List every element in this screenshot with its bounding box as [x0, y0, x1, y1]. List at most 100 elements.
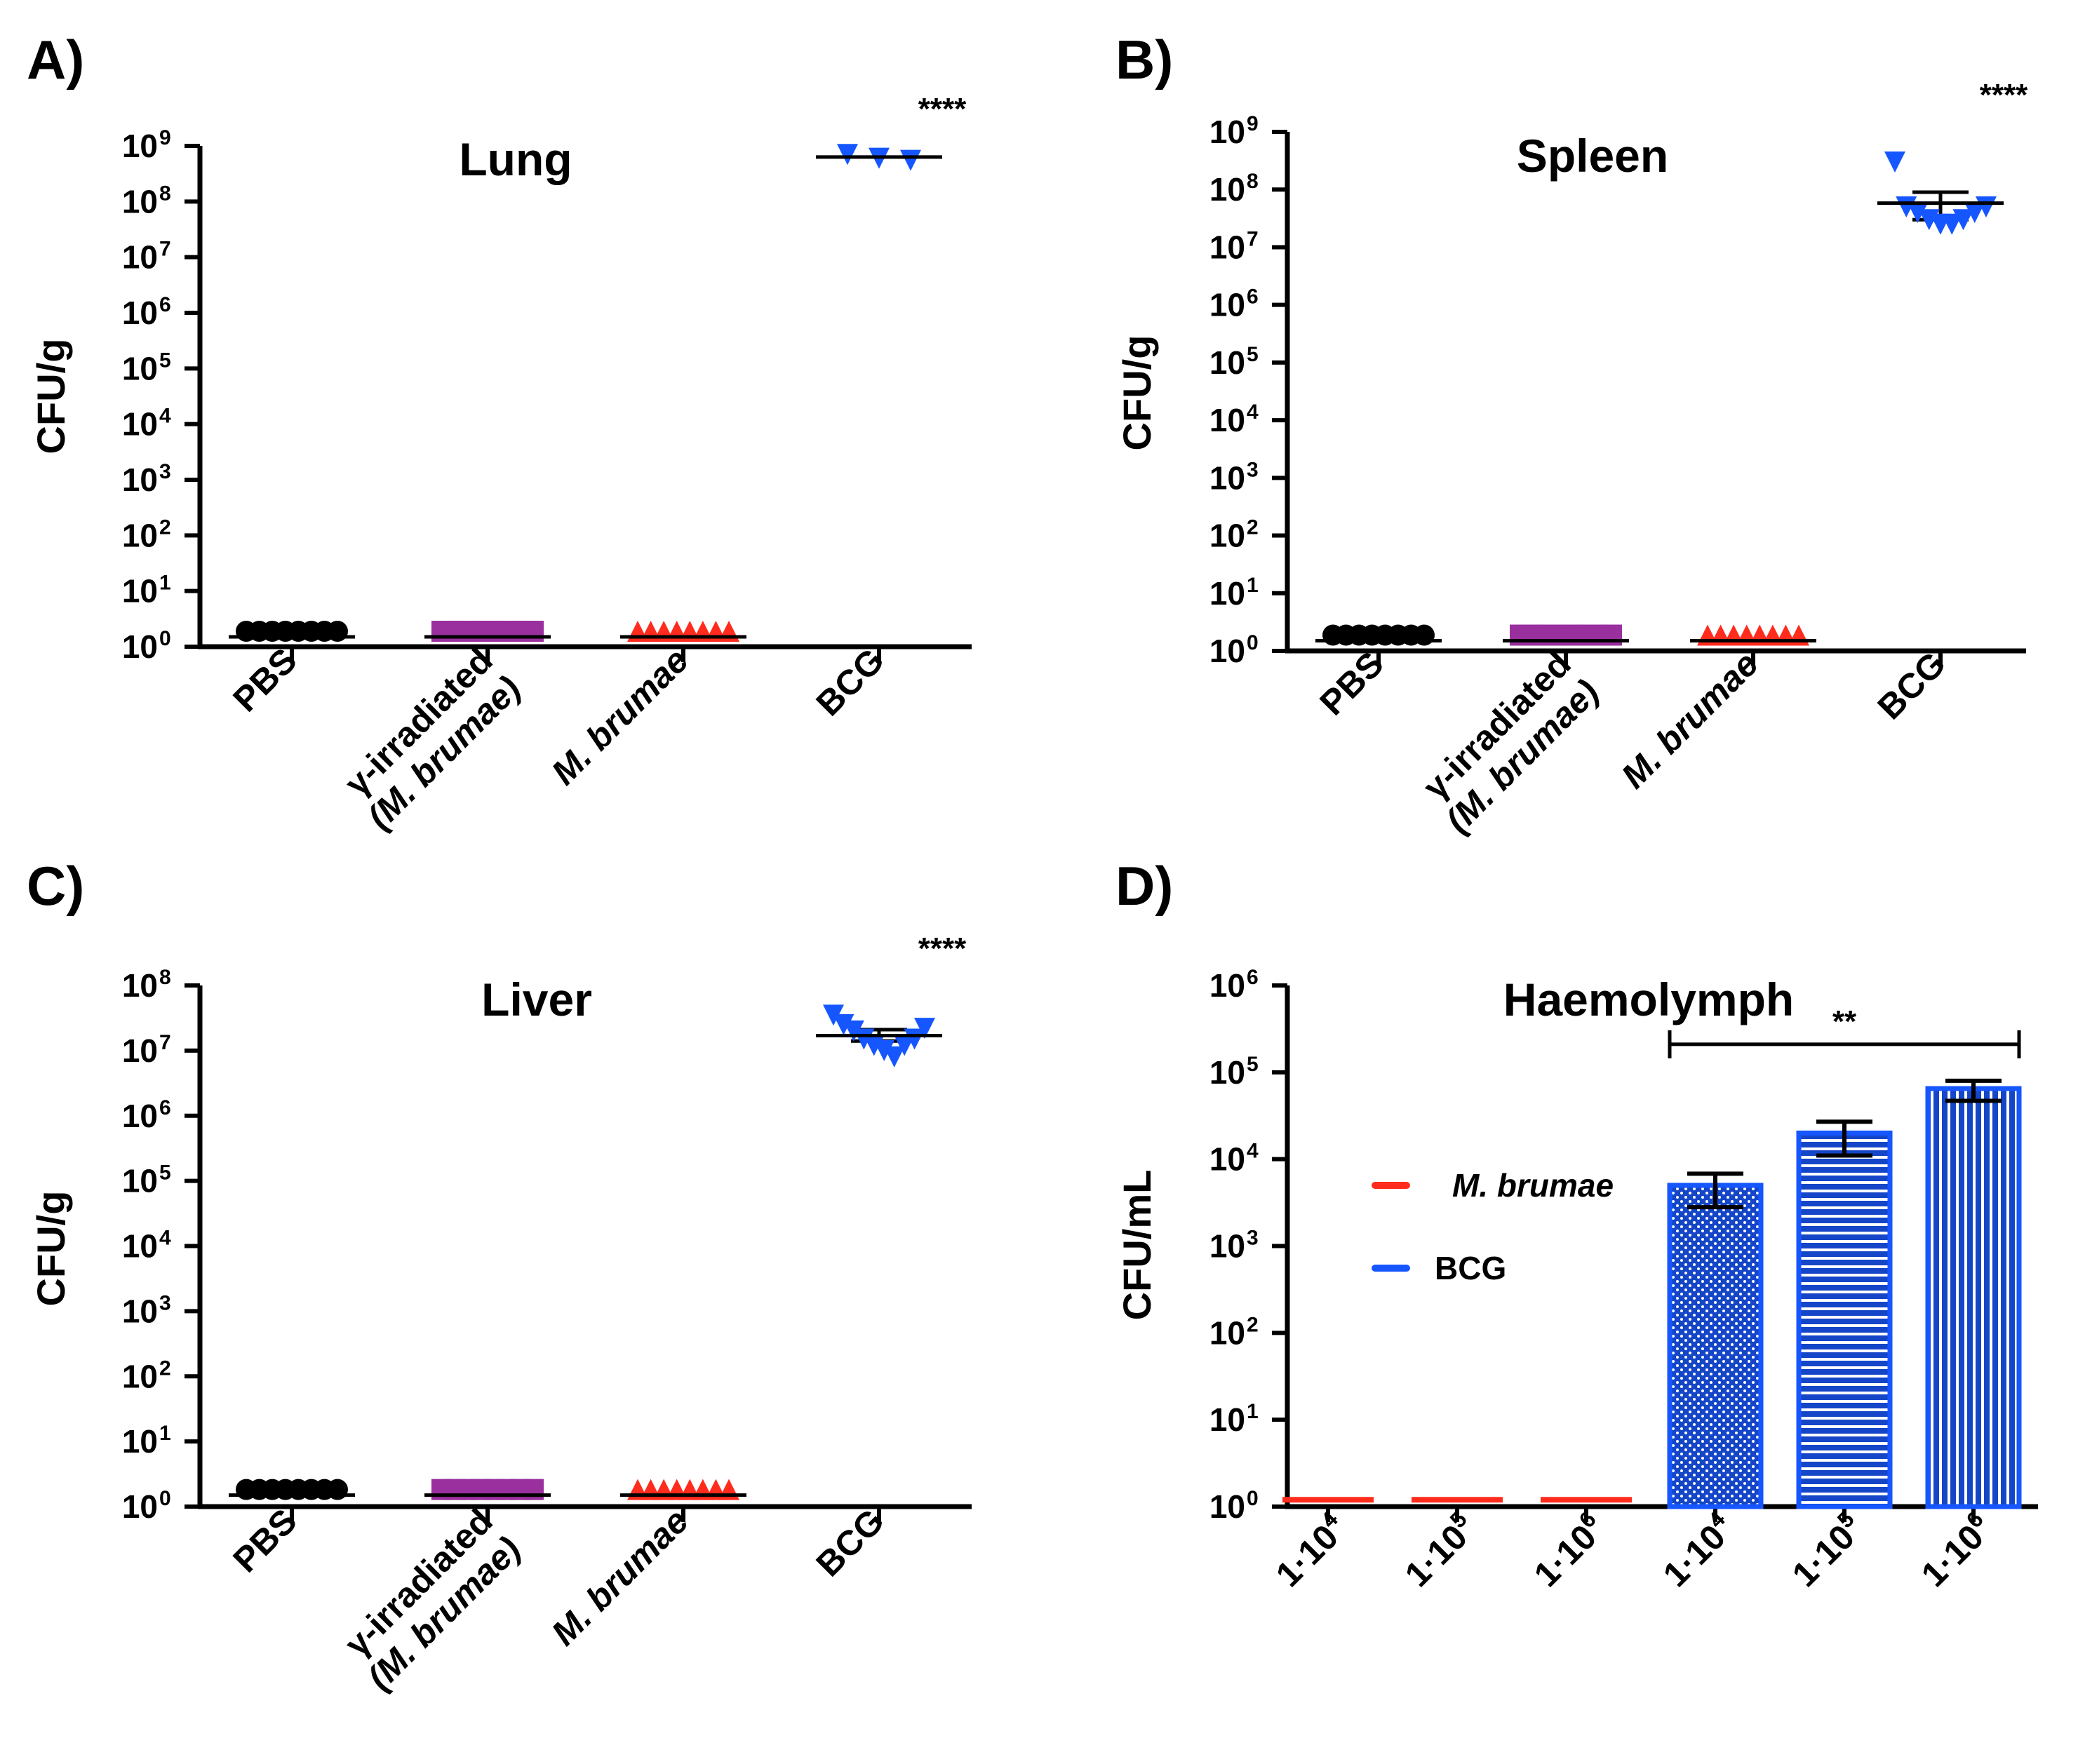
y-tick-exponent: 3: [159, 1291, 171, 1314]
data-point: [843, 1020, 864, 1042]
y-tick-exponent: 3: [1247, 1227, 1259, 1250]
y-tick-label: 10: [122, 628, 158, 665]
data-point: [823, 1004, 844, 1026]
y-tick-exponent: 8: [1247, 170, 1259, 193]
y-tick-label: 10: [1209, 1314, 1245, 1351]
legend-label: M. brumae: [1452, 1167, 1614, 1204]
significance-marker: ****: [1980, 78, 2028, 112]
y-tick-exponent: 5: [159, 1162, 171, 1185]
data-point: [900, 149, 921, 171]
chart-title: Liver: [481, 974, 592, 1025]
y-tick-label: 10: [122, 1098, 158, 1134]
y-tick-label: 10: [1209, 171, 1245, 208]
y-tick-exponent: 9: [159, 126, 171, 149]
x-category-label: 1·105: [1783, 1506, 1871, 1594]
y-tick-exponent: 1: [1247, 1400, 1259, 1423]
y-tick-label: 10: [122, 1358, 158, 1394]
significance-marker: ****: [918, 92, 967, 126]
data-point: [833, 1014, 854, 1035]
y-tick-label: 10: [122, 1228, 158, 1265]
y-tick-exponent: 6: [159, 293, 171, 316]
chart-title: Haemolymph: [1503, 974, 1794, 1025]
y-tick-label: 10: [1209, 518, 1245, 554]
y-tick-label: 10: [1209, 1401, 1245, 1438]
x-category-label: M. brumae: [1614, 644, 1765, 795]
panel-label: B): [1115, 29, 1173, 90]
y-tick-exponent: 0: [1247, 1487, 1259, 1510]
y-tick-label: 10: [1209, 1488, 1245, 1525]
y-tick-exponent: 4: [159, 405, 171, 428]
x-category-label: 1·104: [1266, 1506, 1355, 1594]
y-tick-exponent: 2: [159, 1356, 171, 1380]
data-point: [873, 1039, 895, 1061]
data-point: [1907, 201, 1929, 223]
y-tick-label: 10: [122, 517, 158, 553]
y-tick-label: 10: [122, 1488, 158, 1525]
x-category-label: 1·104: [1654, 1506, 1742, 1594]
y-axis-label: CFU/g: [1115, 335, 1159, 451]
y-axis-label: CFU/g: [29, 339, 73, 455]
y-tick-label: 10: [122, 967, 158, 1004]
y-tick-label: 10: [122, 462, 158, 498]
y-axis-label: CFU/g: [29, 1191, 73, 1307]
data-point: [914, 1018, 935, 1039]
y-tick-label: 10: [122, 239, 158, 276]
y-tick-exponent: 7: [159, 1031, 171, 1054]
x-category-label: 1·106: [1912, 1506, 2000, 1594]
y-tick-exponent: 2: [159, 516, 171, 539]
y-tick-label: 10: [122, 1423, 158, 1460]
y-tick-label: 10: [122, 350, 158, 386]
y-tick-label: 10: [1209, 1228, 1245, 1265]
y-tick-label: 10: [122, 406, 158, 443]
y-tick-exponent: 0: [159, 627, 171, 650]
y-tick-exponent: 7: [159, 238, 171, 261]
y-tick-exponent: 5: [1247, 1053, 1259, 1076]
x-category-label: M. brumae: [544, 640, 695, 792]
bar-bcg: [1796, 1130, 1893, 1509]
panel-label: D): [1115, 855, 1173, 917]
y-tick-label: 10: [122, 128, 158, 164]
y-tick-exponent: 8: [159, 182, 171, 205]
y-tick-exponent: 4: [159, 1227, 171, 1250]
y-tick-exponent: 8: [159, 966, 171, 989]
x-category-label: 1·106: [1524, 1506, 1613, 1594]
y-tick-label: 10: [122, 183, 158, 220]
y-tick-label: 10: [122, 1032, 158, 1069]
y-tick-label: 10: [122, 573, 158, 610]
y-tick-exponent: 3: [159, 460, 171, 483]
y-axis-label: CFU/mL: [1115, 1170, 1159, 1321]
y-tick-exponent: 0: [159, 1487, 171, 1510]
y-tick-exponent: 4: [1247, 400, 1259, 424]
bar-bcg: [1925, 1086, 2022, 1509]
y-tick-label: 10: [1209, 967, 1245, 1004]
data-point: [1952, 209, 1974, 231]
y-tick-label: 10: [1209, 459, 1245, 496]
y-tick-exponent: 7: [1247, 227, 1259, 250]
y-tick-exponent: 9: [1247, 112, 1259, 135]
panel-label: A): [27, 29, 84, 90]
y-tick-label: 10: [1209, 287, 1245, 323]
y-tick-label: 10: [1209, 402, 1245, 438]
significance-marker: **: [1832, 1004, 1857, 1039]
panel-label: C): [27, 855, 84, 917]
data-point: [1964, 201, 1985, 223]
y-tick-exponent: 1: [159, 1422, 171, 1445]
chart-title: Spleen: [1517, 130, 1668, 182]
y-tick-label: 10: [1209, 633, 1245, 669]
y-tick-exponent: 1: [159, 572, 171, 595]
y-tick-label: 10: [1209, 1141, 1245, 1178]
chart-title: Lung: [459, 133, 572, 185]
y-tick-label: 10: [1209, 344, 1245, 381]
y-tick-exponent: 2: [1247, 1313, 1259, 1336]
y-tick-exponent: 6: [1247, 285, 1259, 309]
y-tick-exponent: 2: [1247, 516, 1259, 539]
y-tick-label: 10: [1209, 229, 1245, 265]
y-tick-exponent: 3: [1247, 458, 1259, 481]
y-tick-exponent: 6: [1247, 966, 1259, 989]
x-category-label: 1·105: [1395, 1506, 1484, 1594]
y-tick-exponent: 4: [1247, 1140, 1259, 1163]
